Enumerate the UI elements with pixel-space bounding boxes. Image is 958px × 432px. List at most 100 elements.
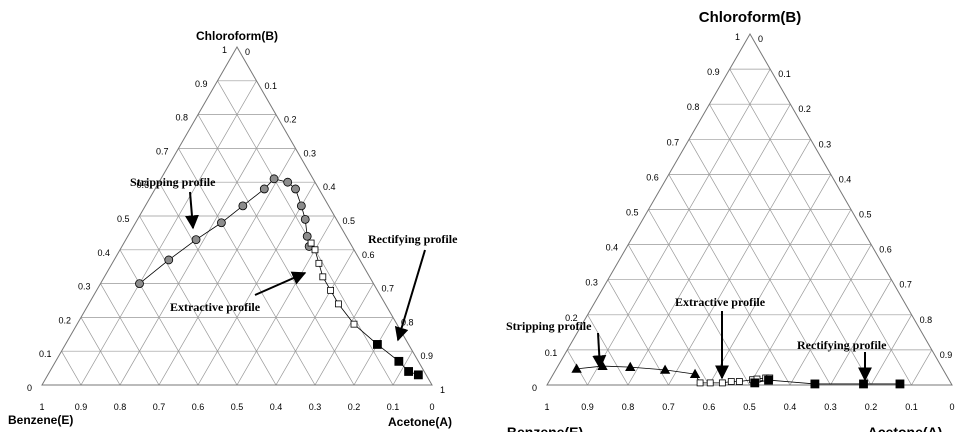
b-tick-label: 0.4: [606, 243, 619, 253]
e-tick-label: 0.1: [905, 402, 918, 412]
point: [216, 218, 226, 228]
point: [696, 379, 704, 387]
b-tick-label: 0: [27, 383, 32, 393]
right-corner-label: Acetone(A): [868, 424, 943, 432]
b-tick-label: 0.1: [39, 349, 52, 359]
grid-line: [587, 68, 771, 386]
a-tick-label: 0.8: [920, 315, 933, 325]
e-tick-label: 0.7: [153, 402, 166, 412]
e-tick-label: 0.6: [192, 402, 205, 412]
e-tick-label: 0.4: [270, 402, 283, 412]
grid-line: [709, 104, 872, 386]
a-tick-label: 0.2: [284, 115, 297, 125]
b-tick-label: 0.8: [687, 102, 700, 112]
e-tick-label: 0.6: [703, 402, 716, 412]
grid-line: [314, 283, 374, 386]
a-tick-label: 0.4: [323, 182, 336, 192]
grid-line: [587, 314, 629, 386]
grid-line: [668, 174, 791, 386]
profile-annotation: Stripping profile: [130, 175, 216, 189]
point: [296, 201, 306, 211]
a-tick-label: 0.7: [899, 280, 912, 290]
grid-line: [178, 148, 316, 386]
point: [269, 174, 279, 184]
a-tick-label: 0.3: [304, 148, 317, 158]
a-tick-label: 0: [245, 47, 250, 57]
grid-line: [61, 351, 82, 386]
grid-line: [668, 139, 811, 386]
profile-annotation: Extractive profile: [675, 295, 766, 309]
left-corner-label: Benzene(E): [8, 413, 73, 427]
grid-line: [100, 283, 160, 386]
profile-line: [754, 379, 900, 385]
left-corner-label: Benzene(E): [507, 424, 583, 432]
a-tick-label: 0: [758, 34, 763, 44]
b-tick-label: 0.6: [136, 180, 149, 190]
b-tick-label: 0.9: [707, 67, 720, 77]
point: [689, 368, 701, 379]
a-tick-label: 0.6: [879, 245, 892, 255]
e-tick-label: 0.7: [662, 402, 675, 412]
e-tick-label: 0.5: [231, 402, 244, 412]
a-tick-label: 0.1: [265, 81, 278, 91]
annotation-arrow: [394, 249, 426, 342]
a-tick-label: 0.5: [343, 216, 356, 226]
b-tick-label: 0.7: [667, 137, 680, 147]
point: [191, 235, 201, 245]
b-tick-label: 1: [222, 45, 227, 55]
triangle-frame: [41, 45, 433, 386]
profile-annotation: Extractive profile: [170, 300, 261, 314]
point: [372, 340, 382, 349]
profile-annotation: Rectifying profile: [797, 338, 887, 352]
e-tick-label: 0.8: [622, 402, 635, 412]
e-tick-label: 0.2: [348, 402, 361, 412]
annotation-arrow: [592, 332, 607, 370]
b-tick-label: 0.2: [58, 315, 71, 325]
a-tick-label: 0.6: [362, 250, 375, 260]
b-tick-label: 0.1: [545, 348, 558, 358]
grid-line: [688, 139, 831, 386]
a-tick-label: 0.5: [859, 210, 872, 220]
b-tick-label: 0.6: [646, 172, 659, 182]
b-tick-label: 0.8: [175, 113, 188, 123]
point: [764, 375, 773, 385]
e-tick-label: 1: [544, 402, 549, 412]
e-tick-label: 0.9: [75, 402, 88, 412]
annotation-arrow: [184, 191, 199, 230]
point: [394, 356, 404, 366]
a-tick-label: 1: [440, 385, 445, 395]
point: [311, 246, 319, 254]
point: [135, 279, 144, 289]
point: [413, 370, 423, 380]
b-tick-label: 0.4: [97, 248, 110, 258]
a-tick-label: 0.7: [382, 284, 395, 294]
apex-label: Chloroform(B): [699, 9, 801, 26]
b-tick-label: 0.2: [565, 313, 578, 323]
point: [307, 239, 315, 247]
point: [718, 379, 726, 387]
a-tick-label: 0.8: [401, 317, 414, 327]
a-tick-label: 0.1: [778, 69, 791, 79]
annotation-arrow: [254, 271, 307, 296]
grid-line: [139, 215, 238, 386]
grid-line: [158, 182, 277, 386]
e-tick-label: 0.3: [309, 402, 322, 412]
grid-line: [911, 349, 933, 386]
grid-line: [830, 279, 892, 386]
point: [659, 364, 671, 374]
grid-line: [119, 249, 199, 386]
grid-line: [729, 68, 912, 386]
point: [319, 273, 327, 281]
e-tick-label: 0.3: [824, 402, 837, 412]
b-tick-label: 0.7: [156, 146, 169, 156]
grid-line: [158, 148, 296, 386]
e-tick-label: 0.4: [784, 402, 797, 412]
point: [859, 379, 868, 389]
grid-line: [80, 80, 257, 386]
a-tick-label: 0.2: [798, 104, 811, 114]
e-tick-label: 0.5: [743, 402, 756, 412]
point: [727, 378, 735, 385]
b-tick-label: 0.3: [78, 282, 91, 292]
point: [302, 231, 312, 241]
